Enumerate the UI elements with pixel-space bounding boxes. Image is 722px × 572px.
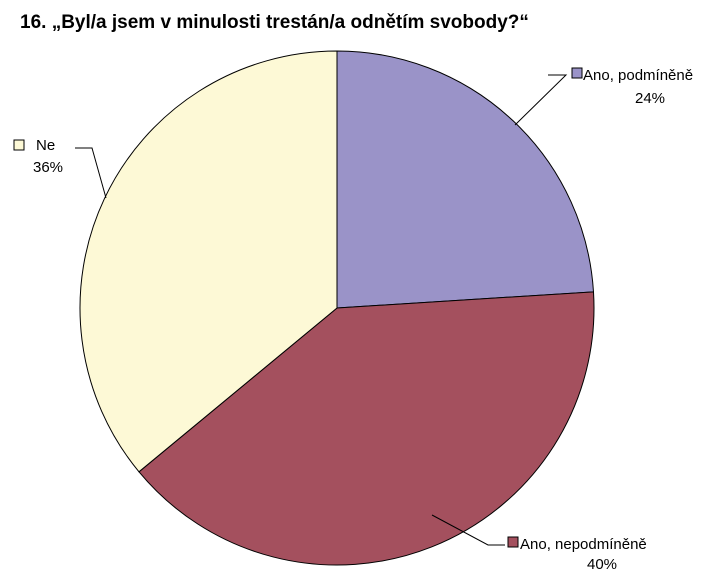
slice-label: Ano, podmíněně <box>583 67 693 84</box>
slice-label: Ano, nepodmíněně <box>520 536 647 553</box>
slice-percent-label: 36% <box>33 159 63 176</box>
slice-percent-label: 24% <box>635 90 665 107</box>
slice-color-key <box>507 536 519 548</box>
leader-line <box>75 147 107 199</box>
chart-title: 16. „Byl/a jsem v minulosti trestán/a od… <box>20 12 529 33</box>
slice-color-key <box>571 67 583 79</box>
leader-line <box>514 74 568 126</box>
pie-slice <box>138 291 595 566</box>
slice-percent-label: 40% <box>587 556 617 572</box>
pie-slice <box>336 50 595 309</box>
slice-color-key <box>13 139 25 151</box>
pie-slice <box>79 50 338 473</box>
leader-line <box>431 514 505 546</box>
slice-label: Ne <box>36 137 55 154</box>
